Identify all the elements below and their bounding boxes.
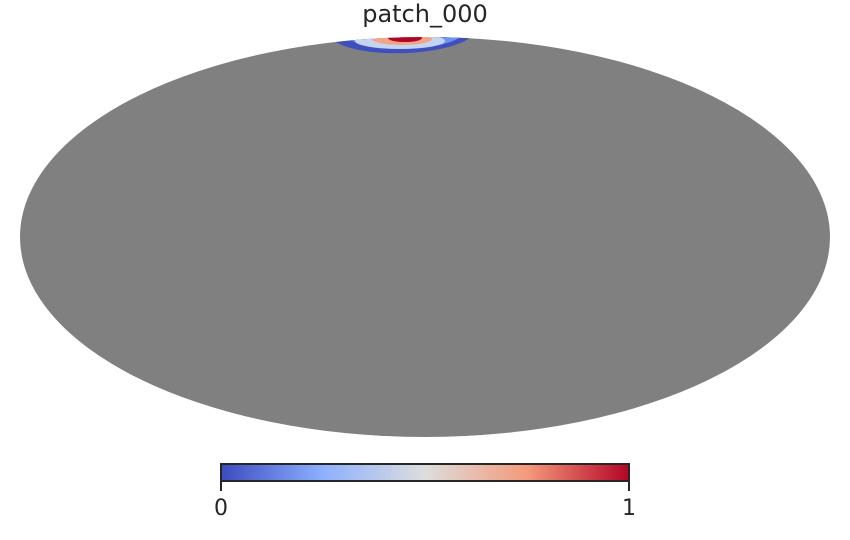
map-title: patch_000 bbox=[362, 0, 488, 28]
colorbar-max-label: 1 bbox=[622, 496, 636, 521]
patch-core bbox=[388, 37, 422, 42]
colorbar-min-label: 0 bbox=[214, 496, 228, 521]
colorbar bbox=[220, 463, 630, 482]
sky-sphere bbox=[20, 37, 830, 437]
